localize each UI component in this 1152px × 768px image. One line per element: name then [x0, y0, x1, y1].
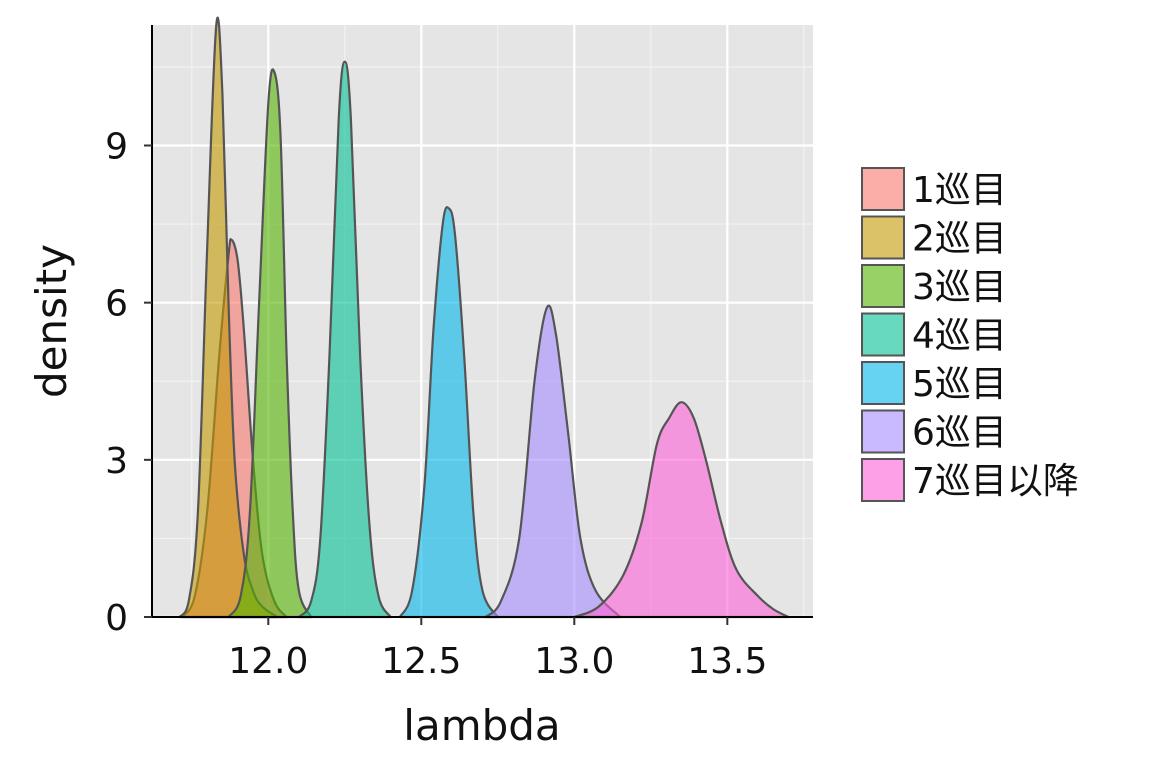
- y-tick-label: 0: [105, 598, 128, 639]
- density-area-7: [573, 401, 790, 619]
- y-tick-label: 9: [105, 126, 128, 167]
- legend-key-1: [861, 167, 905, 211]
- legend-key-3: [861, 264, 905, 308]
- legend-key-4: [861, 312, 905, 357]
- y-ticks: 0 3 6 9: [105, 126, 152, 639]
- x-axis-title: lambda: [403, 701, 560, 750]
- legend-label-6: 6巡目: [912, 413, 1007, 454]
- x-tick-label: 12.5: [381, 641, 461, 682]
- x-tick-label: 12.0: [228, 641, 308, 682]
- y-tick-label: 3: [105, 441, 128, 482]
- density-area-4: [297, 60, 392, 619]
- x-tick-label: 13.0: [534, 641, 614, 682]
- legend-label-5: 5巡目: [912, 364, 1007, 405]
- density-area-3: [227, 68, 313, 619]
- legend-label-3: 3巡目: [912, 267, 1007, 308]
- x-tick-label: 13.5: [687, 641, 767, 682]
- legend-label-7: 7巡目以降: [912, 461, 1079, 502]
- x-ticks: 12.0 12.5 13.0 13.5: [228, 617, 767, 682]
- legend: 1巡目 2巡目 3巡目 4巡目 5巡目 6巡目 7巡目以降: [861, 167, 1079, 502]
- density-area-6: [484, 304, 622, 619]
- legend-label-4: 4巡目: [912, 316, 1007, 357]
- y-axis-title: density: [27, 244, 76, 398]
- y-tick-label: 6: [105, 284, 128, 325]
- legend-key-6: [861, 409, 905, 454]
- legend-key-7: [861, 458, 905, 502]
- legend-key-5: [861, 361, 905, 405]
- density-areas: [178, 16, 790, 619]
- density-area-5: [398, 206, 499, 619]
- legend-key-2: [861, 215, 905, 260]
- legend-label-2: 2巡目: [912, 219, 1007, 260]
- legend-label-1: 1巡目: [912, 170, 1007, 211]
